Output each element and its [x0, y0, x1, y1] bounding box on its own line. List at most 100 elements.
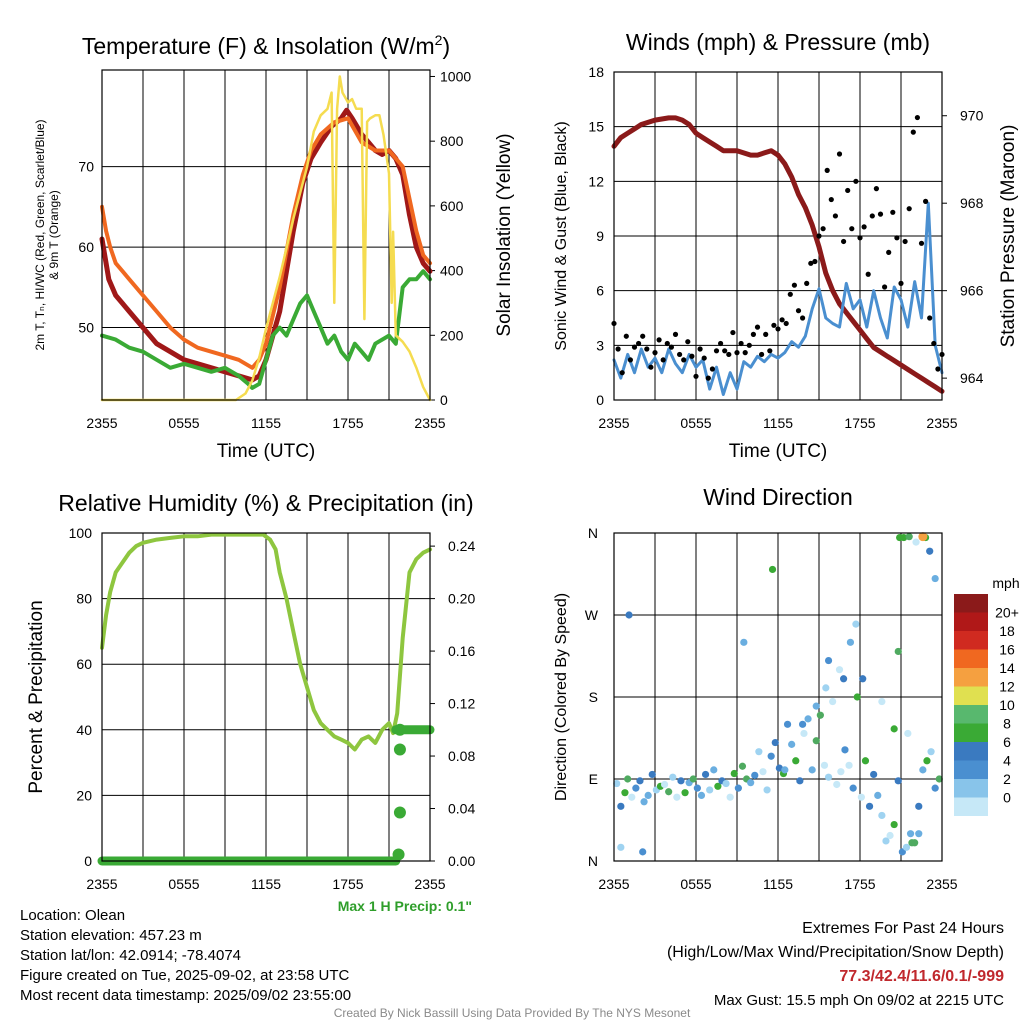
direction-point — [845, 761, 853, 769]
direction-point — [701, 770, 710, 779]
direction-point — [669, 773, 677, 781]
plot-frame — [101, 532, 431, 862]
gust-point — [791, 282, 798, 288]
legend-label: 10 — [999, 697, 1015, 713]
legend-swatch — [954, 668, 988, 687]
plot-frame — [613, 532, 943, 862]
gust-point — [836, 151, 843, 157]
x-tick-label: 2355 — [598, 876, 629, 892]
direction-point — [833, 780, 841, 789]
gust-point — [640, 333, 646, 339]
gust-point — [759, 351, 765, 358]
gust-point — [652, 350, 658, 356]
gust-point — [615, 346, 621, 352]
direction-point — [886, 831, 894, 840]
direction-point — [870, 770, 878, 779]
chart-title: Relative Humidity (%) & Precipitation (i… — [58, 490, 473, 516]
direction-point — [768, 565, 777, 574]
direction-point — [796, 777, 804, 785]
direction-point — [648, 770, 656, 779]
gust-point — [894, 235, 900, 241]
gust-point — [627, 357, 634, 363]
direction-point — [812, 737, 820, 745]
legend-swatch — [954, 631, 988, 650]
gust-point — [877, 211, 884, 217]
gust-point — [783, 320, 789, 327]
direction-point — [908, 839, 916, 847]
direction-point — [853, 693, 861, 701]
gust-point — [672, 331, 679, 337]
y2-tick-label: 800 — [440, 133, 464, 149]
x-tick-label: 1155 — [251, 876, 281, 892]
y2-tick-label: 0.08 — [448, 748, 475, 764]
gust-point — [918, 240, 925, 246]
y2-tick-label: 0 — [440, 392, 448, 408]
gust-point — [709, 366, 716, 372]
max-gust-text: Max Gust: 15.5 mph On 09/02 at 2215 UTC — [713, 992, 1004, 1009]
direction-point — [697, 791, 706, 800]
legend-label: 6 — [1003, 734, 1011, 750]
direction-point — [935, 775, 943, 783]
title-superscript: 2 — [435, 32, 443, 48]
gust-point — [824, 167, 830, 173]
y2-tick-label: 0.00 — [448, 853, 475, 869]
direction-point — [849, 784, 857, 792]
extremes-values: 77.3/42.4/11.6/0.1/-999 — [839, 968, 1004, 985]
legend-label: 8 — [1003, 716, 1011, 732]
y-tick-label: 50 — [78, 320, 94, 336]
direction-point — [621, 789, 629, 797]
y-axis-label: Sonic Wind & Gust (Blue, Black) — [553, 121, 570, 350]
precip-point — [393, 743, 406, 756]
direction-point — [755, 748, 763, 756]
x-tick-label: 2355 — [86, 415, 117, 431]
y-tick-label: 100 — [69, 525, 93, 541]
direction-point — [902, 843, 911, 851]
x-tick-label: 2355 — [926, 876, 957, 892]
direction-point — [846, 638, 855, 646]
direction-point — [726, 793, 734, 801]
legend-label: 14 — [999, 660, 1015, 676]
y-axis-label-line1: 2m T, Tₙ, HI/WC (Red, Green, Scarlet/Blu… — [33, 119, 47, 350]
station-info: Location: Olean Station elevation: 457.2… — [20, 906, 351, 1006]
direction-point — [660, 780, 669, 789]
gust-point — [705, 375, 711, 381]
y-tick-label: 70 — [78, 159, 94, 175]
temp-series-line-3 — [100, 75, 432, 402]
direction-point — [714, 782, 722, 790]
direction-point — [906, 830, 915, 838]
direction-point — [905, 533, 913, 541]
gust-point — [845, 187, 851, 194]
gust-point — [701, 355, 707, 361]
gust-point — [931, 340, 937, 347]
y2-tick-label: 0.16 — [448, 643, 475, 659]
y2-tick-label: 970 — [960, 108, 984, 124]
direction-point — [824, 656, 833, 665]
legend-swatch — [954, 779, 988, 798]
direction-point — [783, 720, 792, 728]
direction-point — [775, 764, 783, 772]
gust-point — [902, 238, 908, 245]
gust-point — [853, 178, 859, 184]
gust-point — [779, 317, 785, 323]
direction-point — [904, 729, 912, 738]
gust-point — [750, 331, 757, 337]
y2-tick-label: 0.12 — [448, 696, 475, 712]
y-axis-label: Percent & Precipitation — [26, 600, 47, 793]
gust-point — [849, 226, 855, 232]
legend-swatch — [954, 760, 988, 779]
wind-speed-line — [612, 201, 944, 396]
gust-point — [808, 260, 814, 266]
direction-point — [816, 711, 824, 719]
gust-point — [841, 238, 847, 245]
gust-point — [820, 226, 826, 232]
latlon-text: Station lat/lon: 42.0914; -78.4074 — [20, 947, 242, 964]
gust-point — [656, 337, 662, 343]
y2-tick-label: 968 — [960, 195, 984, 211]
direction-point — [912, 538, 920, 546]
direction-point — [804, 715, 812, 723]
direction-point — [861, 757, 870, 765]
direction-point — [865, 802, 874, 810]
direction-point — [636, 777, 644, 785]
y2-tick-label: 400 — [440, 263, 464, 279]
direction-point — [689, 775, 697, 783]
